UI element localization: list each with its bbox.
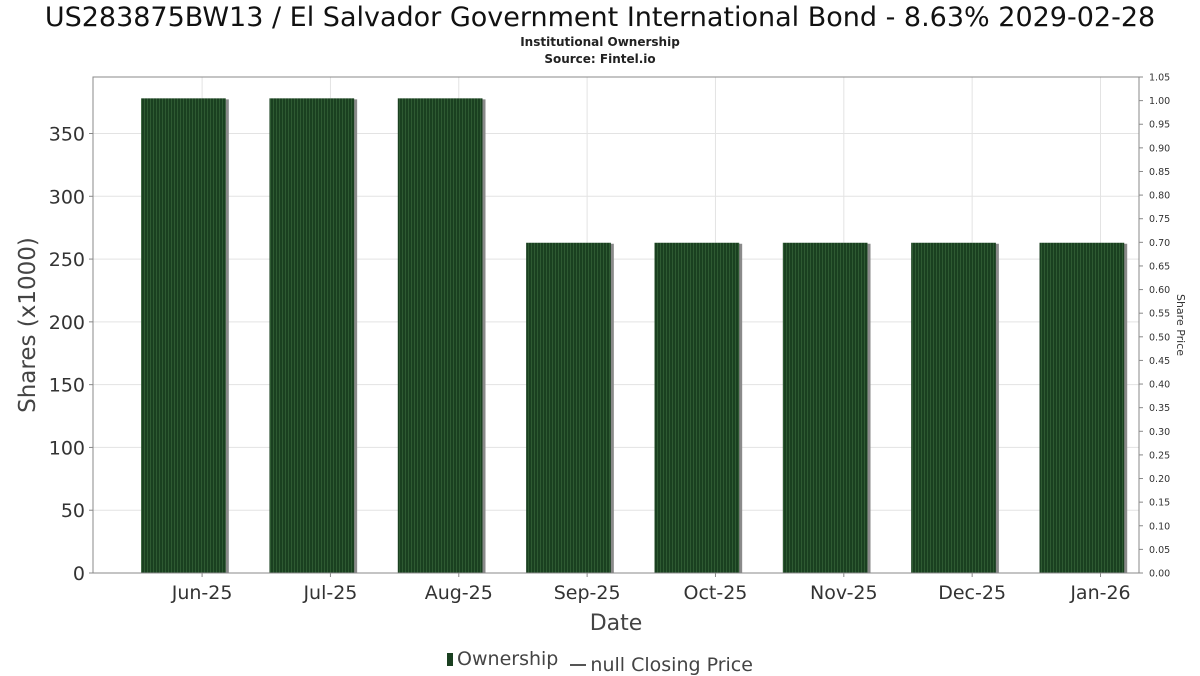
x-tick-label: Oct-25 [684, 582, 748, 604]
x-tick-label: Jun-25 [171, 582, 233, 604]
y-tick-label: 200 [49, 312, 85, 334]
y2-tick-label: 0.80 [1149, 191, 1170, 202]
legend-price[interactable]: null Closing Price [564, 654, 753, 676]
x-tick-label: Dec-25 [938, 582, 1006, 604]
y2-tick-label: 0.00 [1149, 569, 1170, 580]
x-tick-label: Jan-26 [1069, 582, 1130, 604]
y2-tick-label: 0.40 [1149, 380, 1170, 391]
y2-tick-label: 0.50 [1149, 332, 1170, 343]
ownership-bar [269, 98, 355, 573]
y2-tick-label: 1.05 [1149, 73, 1170, 84]
ownership-bar [397, 98, 483, 573]
x-axis-title: Date [590, 611, 643, 636]
y-tick-label: 100 [49, 437, 85, 459]
y2-tick-label: 0.45 [1149, 356, 1170, 367]
x-tick-label: Sep-25 [554, 582, 621, 604]
y2-tick-label: 0.70 [1149, 238, 1170, 249]
y2-tick-label: 1.00 [1149, 96, 1170, 107]
y2-tick-label: 0.05 [1149, 545, 1170, 556]
legend-price-label: null Closing Price [590, 653, 753, 676]
chart-source: Source: Fintel.io [544, 52, 656, 66]
y2-tick-label: 0.75 [1149, 214, 1170, 225]
y2-tick-label: 0.15 [1149, 498, 1170, 509]
x-tick-label: Nov-25 [810, 582, 878, 604]
y2-tick-label: 0.95 [1149, 120, 1170, 131]
ownership-bar [911, 242, 996, 573]
y2-tick-label: 0.65 [1149, 261, 1170, 272]
y-tick-label: 350 [49, 124, 85, 146]
y2-tick-label: 0.35 [1149, 403, 1170, 414]
plot-frame [92, 76, 1140, 574]
y2-tick-label: 0.90 [1149, 143, 1170, 154]
chart-subtitle: Institutional Ownership [520, 35, 680, 49]
y2-tick-label: 0.25 [1149, 450, 1170, 461]
ownership-bar [141, 98, 226, 573]
chart-title: US283875BW13 / El Salvador Government In… [44, 2, 1156, 33]
y-axis-title: Shares (x1000) [15, 237, 41, 413]
y-tick-label: 50 [61, 500, 85, 522]
y-tick-label: 250 [49, 249, 85, 271]
y2-tick-label: 0.60 [1149, 285, 1170, 296]
y-tick-label: 0 [73, 563, 85, 585]
chart-legend: Ownership null Closing Price [0, 648, 1200, 676]
ownership-bar [1039, 242, 1125, 573]
y2-axis-title: Share Price [1174, 294, 1187, 356]
y-tick-label: 300 [49, 186, 85, 208]
y2-tick-label: 0.30 [1149, 427, 1170, 438]
x-tick-label: Aug-25 [425, 582, 493, 604]
y2-tick-label: 0.85 [1149, 167, 1170, 178]
ownership-swatch-icon [447, 652, 454, 666]
y2-tick-label: 0.55 [1149, 309, 1170, 320]
ownership-bar [782, 242, 868, 573]
x-tick-label: Jul-25 [302, 582, 357, 604]
ownership-bar [526, 242, 611, 573]
y-tick-label: 150 [49, 375, 85, 397]
legend-ownership[interactable]: Ownership [447, 648, 558, 670]
legend-ownership-label: Ownership [457, 648, 559, 670]
ownership-bar [654, 242, 740, 573]
y2-tick-label: 0.10 [1149, 521, 1170, 532]
price-line-icon [570, 663, 587, 666]
y2-tick-label: 0.20 [1149, 474, 1170, 485]
